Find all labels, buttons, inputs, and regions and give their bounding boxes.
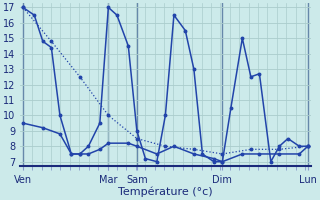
X-axis label: Température (°c): Température (°c)	[118, 187, 213, 197]
